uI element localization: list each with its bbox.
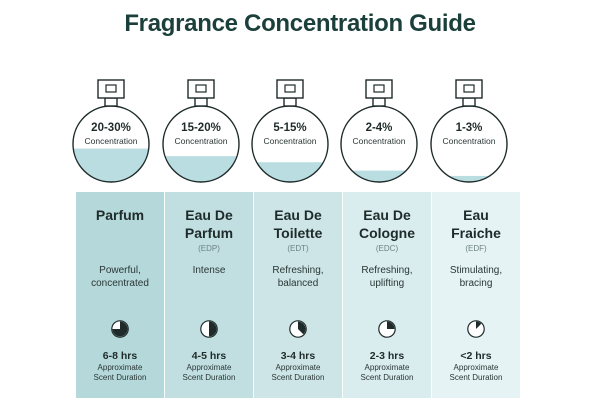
fragrance-name-line2: Cologne — [359, 225, 415, 241]
description-line1: Refreshing, — [272, 265, 324, 276]
fragrance-name-line2: Toilette — [273, 225, 323, 241]
fragrance-name: Eau De Cologne — [343, 206, 431, 242]
duration-label-line2: Scent Duration — [182, 373, 236, 382]
duration-value: 4-5 hrs — [191, 350, 227, 362]
concentration-label: Concentration — [263, 136, 317, 146]
description-line1: Stimulating, — [449, 265, 503, 276]
fragrance-description: Stimulating, bracing — [432, 264, 520, 290]
fragrance-description: Refreshing, uplifting — [343, 264, 431, 290]
perfume-bottle-icon — [72, 79, 150, 183]
perfume-bottle-icon — [251, 79, 329, 183]
duration-value: <2 hrs — [460, 350, 492, 362]
description-line2: concentrated — [91, 278, 149, 289]
concentration-percent: 15-20% — [181, 122, 221, 134]
clock-icon — [467, 320, 485, 338]
duration-label: Approximate Scent Duration — [165, 363, 253, 383]
bottle-row: 20-30% Concentration 15-20% Concentratio… — [0, 72, 600, 192]
fragrance-abbr: (EDF) — [465, 244, 487, 253]
clock-icon — [289, 320, 307, 338]
liquid-level — [252, 162, 328, 182]
fragrance-name-line1: Eau De — [185, 207, 233, 223]
comparison-table: Parfum Powerful, concentrated 6-8 hrs Ap… — [76, 192, 520, 398]
bottle-edp: 15-20% Concentration — [153, 72, 249, 192]
bottle-parfum: 20-30% Concentration — [63, 72, 159, 192]
bottle-edf: 1-3% Concentration — [421, 72, 517, 192]
fragrance-name: Eau De Parfum — [165, 206, 253, 242]
duration-value: 3-4 hrs — [280, 350, 316, 362]
description-line2: balanced — [277, 278, 319, 289]
duration-label: Approximate Scent Duration — [76, 363, 164, 383]
fragrance-description: Intense — [165, 264, 253, 277]
duration-label-line2: Scent Duration — [93, 373, 147, 382]
concentration-percent: 2-4% — [365, 122, 393, 134]
fragrance-name-line1: Eau De — [363, 207, 411, 223]
column-edf: Eau Fraiche (EDF) Stimulating, bracing <… — [432, 192, 520, 398]
clock-icon — [200, 320, 218, 338]
duration-label: Approximate Scent Duration — [432, 363, 520, 383]
bottle-edc: 2-4% Concentration — [331, 72, 427, 192]
column-edp: Eau De Parfum (EDP) Intense 4-5 hrs Appr… — [165, 192, 254, 398]
fragrance-description: Powerful, concentrated — [76, 264, 164, 290]
clock-icon — [111, 320, 129, 338]
column-edt: Eau De Toilette (EDT) Refreshing, balanc… — [254, 192, 343, 398]
perfume-bottle-icon — [162, 79, 240, 183]
fragrance-name: Parfum — [76, 206, 164, 224]
fragrance-name: Eau De Toilette — [254, 206, 342, 242]
fragrance-name-line1: Eau De — [274, 207, 322, 223]
fragrance-name-line2: Parfum — [184, 225, 234, 241]
duration-label-line1: Approximate — [364, 363, 410, 372]
duration-label-line2: Scent Duration — [449, 373, 503, 382]
fragrance-name: Eau Fraiche — [432, 206, 520, 242]
bottle-edt: 5-15% Concentration — [242, 72, 338, 192]
liquid-level — [431, 175, 507, 182]
fragrance-name-line2: Fraiche — [451, 225, 501, 241]
fragrance-description: Refreshing, balanced — [254, 264, 342, 290]
fragrance-abbr: (EDT) — [287, 244, 309, 253]
duration-label-line2: Scent Duration — [360, 373, 414, 382]
duration-label-line1: Approximate — [453, 363, 499, 372]
description-line2: bracing — [459, 278, 493, 289]
perfume-bottle-icon — [430, 79, 508, 183]
liquid-level — [73, 148, 149, 182]
concentration-label: Concentration — [352, 136, 406, 146]
duration-label-line2: Scent Duration — [271, 373, 325, 382]
column-edc: Eau De Cologne (EDC) Refreshing, uplifti… — [343, 192, 432, 398]
concentration-label: Concentration — [442, 136, 496, 146]
concentration-label: Concentration — [174, 136, 228, 146]
duration-label: Approximate Scent Duration — [343, 363, 431, 383]
concentration-percent: 1-3% — [455, 122, 483, 134]
concentration-label: Concentration — [84, 136, 138, 146]
description-line1: Refreshing, — [361, 265, 413, 276]
concentration-percent: 20-30% — [91, 122, 131, 134]
liquid-level — [341, 170, 417, 182]
description-line1: Intense — [192, 265, 226, 276]
fragrance-name-line1: Parfum — [95, 207, 145, 223]
duration-label-line1: Approximate — [275, 363, 321, 372]
concentration-percent: 5-15% — [273, 122, 307, 134]
fragrance-abbr: (EDC) — [375, 244, 399, 253]
fragrance-name-line1: Eau — [463, 207, 489, 223]
page-title: Fragrance Concentration Guide — [124, 10, 476, 37]
duration-label-line1: Approximate — [97, 363, 143, 372]
description-line1: Powerful, — [99, 265, 141, 276]
duration-label-line1: Approximate — [186, 363, 232, 372]
duration-value: 2-3 hrs — [369, 350, 405, 362]
description-line2: uplifting — [369, 278, 405, 289]
column-parfum: Parfum Powerful, concentrated 6-8 hrs Ap… — [76, 192, 165, 398]
duration-label: Approximate Scent Duration — [254, 363, 342, 383]
fragrance-abbr: (EDP) — [198, 244, 220, 253]
perfume-bottle-icon — [340, 79, 418, 183]
clock-icon — [378, 320, 396, 338]
duration-value: 6-8 hrs — [102, 350, 138, 362]
